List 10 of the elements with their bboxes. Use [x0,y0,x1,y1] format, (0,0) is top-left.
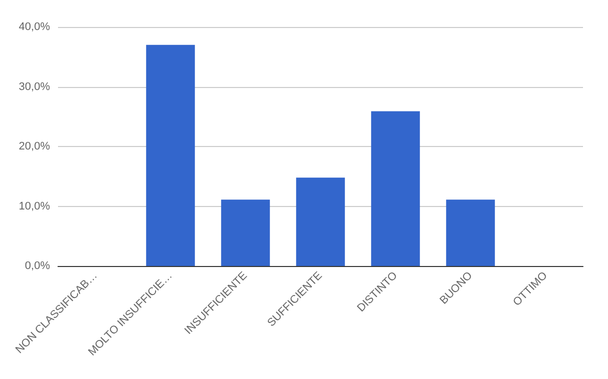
y-tick-label: 30,0% [18,80,50,93]
bar [296,178,345,266]
y-tick-label: 40,0% [18,21,50,33]
y-tick-label: 10,0% [18,200,50,212]
bar [371,111,420,266]
bar [446,200,495,266]
y-tick-label: 20,0% [18,140,50,152]
bar [221,200,270,266]
bar [146,44,195,266]
y-tick-label: 0,0% [24,260,50,272]
